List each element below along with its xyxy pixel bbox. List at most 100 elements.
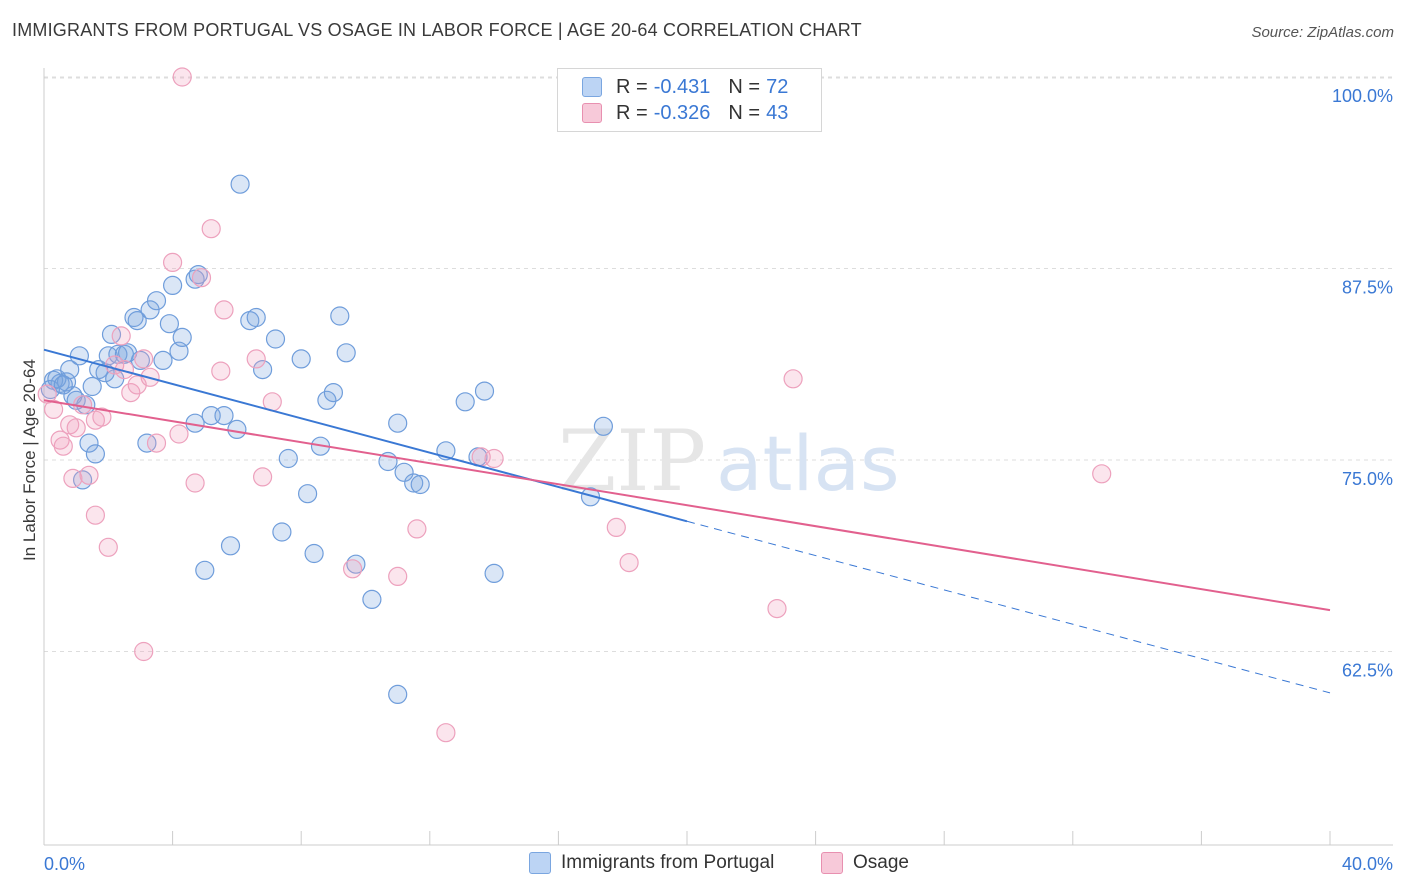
osage-point — [111, 326, 131, 346]
series-name-portugal: Immigrants from Portugal — [561, 852, 775, 873]
portugal-point — [362, 589, 382, 610]
portugal-point — [388, 684, 408, 705]
osage-point — [163, 252, 183, 272]
osage-point — [98, 537, 118, 557]
portugal-point — [124, 307, 144, 328]
stats-legend: R = -0.431 N = 72 R = -0.326 N = 43 — [557, 68, 822, 132]
portugal-point — [127, 311, 147, 331]
portugal-point — [298, 484, 318, 504]
portugal-point — [220, 536, 241, 556]
portugal-point — [304, 543, 324, 564]
osage-point — [201, 219, 221, 239]
portugal-point — [253, 360, 273, 380]
portugal-point — [172, 327, 192, 347]
series-legend: Immigrants from Portugal Osage — [0, 852, 1406, 878]
osage-point — [172, 67, 192, 87]
osage-point — [53, 436, 73, 456]
portugal-trendline — [43, 348, 688, 523]
osage-point — [484, 448, 504, 469]
osage-point — [253, 467, 273, 487]
portugal-point — [82, 376, 102, 397]
osage-point — [43, 399, 64, 419]
osage-point — [191, 268, 212, 288]
portugal-point — [317, 390, 337, 410]
portugal-point — [455, 392, 475, 412]
portugal-point — [404, 473, 424, 493]
y-tick-label: 100.0% — [1332, 86, 1393, 106]
portugal-point — [580, 487, 601, 507]
x-tick-label-max: 40.0% — [1342, 854, 1393, 874]
portugal-point — [265, 329, 286, 349]
portugal-point — [246, 307, 266, 328]
osage-point — [783, 369, 803, 389]
portugal-point — [330, 306, 350, 326]
osage-point — [146, 433, 167, 453]
legend-n-label: N = — [728, 101, 761, 124]
legend-n-value: 43 — [766, 101, 789, 124]
tick-labels: 62.5% 75.0% 87.5% 100.0% 0.0% 40.0% — [44, 86, 1393, 874]
portugal-point — [85, 444, 106, 464]
osage-point — [92, 407, 112, 427]
y-tick-label: 87.5% — [1342, 278, 1393, 298]
portugal-point — [336, 343, 356, 363]
osage-point — [436, 723, 456, 743]
osage-trendline — [43, 399, 1331, 612]
osage-point — [246, 349, 266, 369]
osage-point — [407, 519, 427, 539]
osage-point — [767, 598, 787, 619]
series-legend-osage[interactable]: Osage — [821, 852, 909, 874]
trendlines — [43, 348, 1331, 694]
series-legend-portugal[interactable]: Immigrants from Portugal — [529, 852, 774, 874]
portugal-point — [410, 474, 430, 495]
legend-r-label: R = — [616, 75, 648, 98]
portugal-point — [195, 560, 215, 580]
watermark-atlas: atlas — [716, 419, 900, 508]
osage-point — [169, 424, 189, 444]
series-name-osage: Osage — [853, 852, 909, 873]
osage-point — [185, 473, 205, 493]
portugal-point — [484, 563, 504, 584]
portugal-point — [323, 383, 343, 403]
portugal-point — [593, 416, 614, 436]
portugal-point — [272, 522, 292, 542]
series-swatch-portugal — [529, 852, 551, 874]
portugal-point — [137, 433, 157, 453]
portugal-point — [101, 324, 122, 344]
portugal-point — [69, 346, 90, 366]
legend-r-value: -0.431 — [653, 75, 711, 98]
portugal-point — [394, 462, 414, 482]
osage-point — [121, 383, 141, 403]
legend-n-label: N = — [728, 75, 761, 98]
osage-point — [66, 418, 86, 438]
legend-r-value: -0.326 — [653, 101, 711, 124]
chart-title: IMMIGRANTS FROM PORTUGAL VS OSAGE IN LAB… — [12, 20, 862, 40]
axes — [43, 68, 1393, 846]
legend-n-value: 72 — [766, 75, 789, 98]
portugal-point — [474, 381, 495, 401]
portugal-point — [163, 275, 183, 295]
portugal-point — [388, 413, 408, 433]
y-tick-label: 62.5% — [1342, 661, 1393, 681]
series-swatch-osage — [821, 852, 843, 874]
osage-point — [134, 641, 154, 662]
legend-row-osage: R = -0.326 N = 43 — [582, 101, 788, 125]
osage-point — [214, 300, 234, 320]
osage-point — [619, 552, 639, 573]
legend-swatch-portugal — [582, 77, 602, 97]
osage-point — [388, 566, 408, 587]
osage-point — [85, 505, 106, 525]
legend-row-portugal: R = -0.431 N = 72 — [582, 75, 788, 99]
legend-r-label: R = — [616, 101, 648, 124]
portugal-point — [188, 265, 208, 285]
portugal-point — [159, 314, 179, 334]
portugal-point — [53, 375, 73, 395]
data-points — [37, 67, 1112, 743]
source-label: Source: ZipAtlas.com — [1251, 24, 1394, 41]
portugal-point — [291, 349, 311, 369]
osage-point — [211, 361, 231, 381]
x-tick-label-min: 0.0% — [44, 854, 85, 874]
osage-point — [63, 468, 83, 488]
portugal-point — [278, 448, 298, 469]
portugal-point — [230, 174, 250, 194]
